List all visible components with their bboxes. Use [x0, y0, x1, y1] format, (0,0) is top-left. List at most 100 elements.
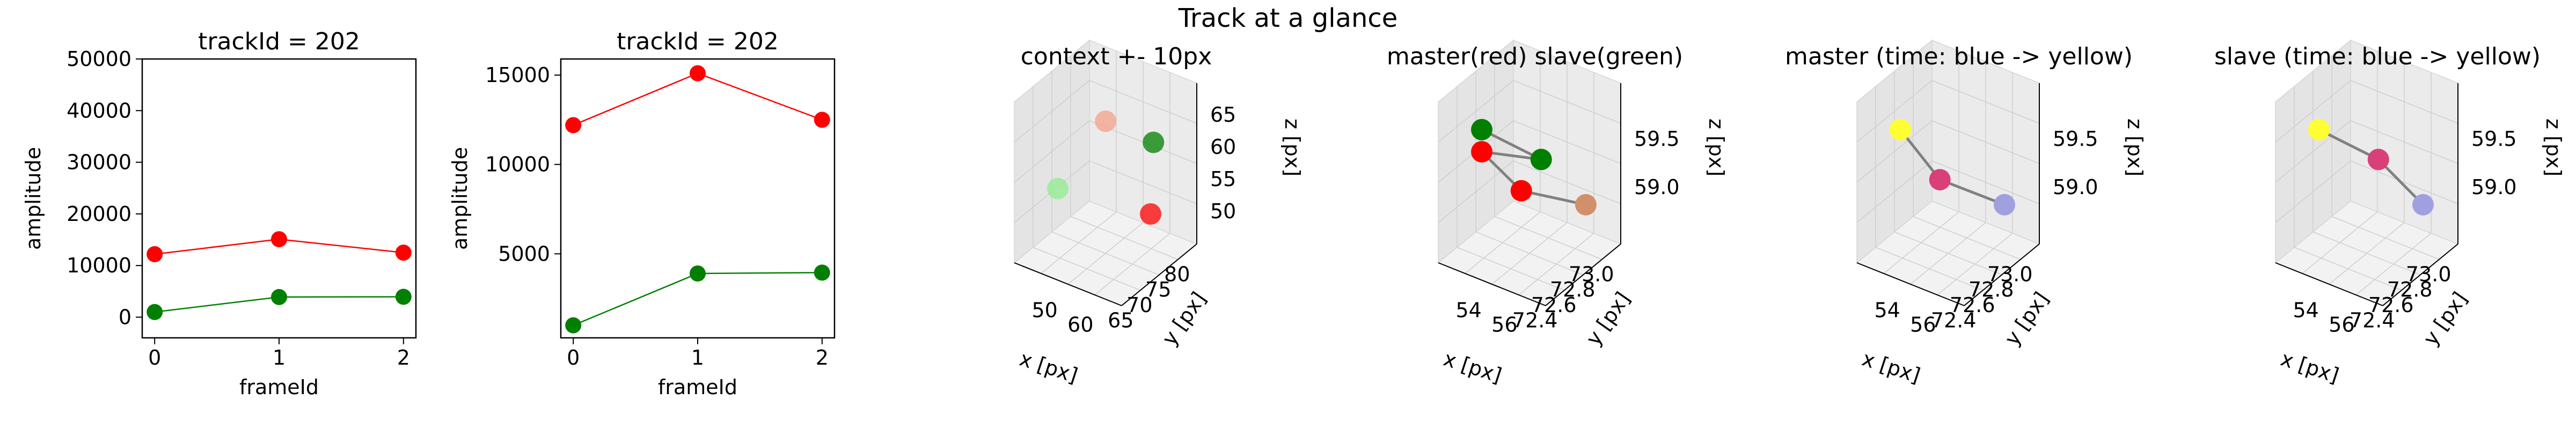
grid-line — [1014, 120, 1090, 183]
data-point — [395, 245, 412, 261]
chart-title: master (time: blue -> yellow) — [1785, 43, 2133, 70]
z-tick-label: 59.0 — [1634, 175, 1680, 199]
z-axis-label: z [px] — [1280, 119, 1304, 176]
grid-line — [1856, 80, 1933, 143]
z-tick-label: 65 — [1210, 103, 1236, 127]
y-axis-label: amplitude — [448, 147, 472, 250]
axes-frame — [560, 58, 836, 339]
y-tick-label: 72.8 — [2387, 278, 2433, 301]
y-tick-label: 72.6 — [2368, 293, 2414, 317]
axis-line — [1014, 262, 1122, 306]
x-tick-label: 56 — [1910, 313, 1936, 336]
data-point — [1047, 177, 1069, 199]
data-point — [1530, 149, 1552, 171]
axis-line — [1964, 243, 2040, 306]
grid-line — [1051, 231, 1160, 276]
grid-line — [1856, 120, 1933, 183]
y-tick-label: 40000 — [67, 99, 131, 122]
z-tick-label: 60 — [1210, 135, 1236, 159]
z-tick-label: 59.0 — [2471, 175, 2517, 199]
data-point — [814, 264, 830, 281]
z-axis-label: z [px] — [1704, 119, 1728, 176]
y-tick-label: 72.4 — [1931, 309, 1977, 332]
x-axis-label: x [px] — [1441, 347, 1505, 388]
x-tick-label: 50 — [1031, 299, 1057, 322]
y-tick-label: 70 — [1126, 293, 1152, 317]
data-point — [690, 65, 706, 82]
axis-line — [1545, 243, 1621, 306]
y-tick-label: 72.4 — [1512, 309, 1558, 332]
axis-line — [1121, 243, 1197, 306]
x-axis-label: x [px] — [1017, 347, 1081, 388]
y-tick-label: 80 — [1164, 262, 1190, 286]
data-point — [271, 289, 287, 305]
x-tick-label: 56 — [2329, 313, 2354, 336]
chart-title: trackId = 202 — [198, 28, 360, 55]
grid-line — [1438, 80, 1514, 143]
x-tick-label: 56 — [1491, 313, 1517, 336]
x-tick-label: 1 — [691, 346, 704, 369]
grid-line — [1070, 216, 1179, 260]
y-tick-label: 50000 — [67, 47, 131, 71]
y-tick-label: 72.8 — [1550, 278, 1596, 301]
data-point — [1471, 119, 1492, 140]
y-tick-label: 73.0 — [1569, 262, 1614, 286]
grid-line — [1475, 231, 1584, 276]
grid-line — [1089, 80, 1197, 124]
y-tick-label: 73.0 — [2406, 262, 2451, 286]
grid-line — [1931, 80, 2040, 124]
axis-line — [1856, 262, 1965, 306]
x-tick-label: 0 — [148, 346, 161, 369]
x-tick-label: 0 — [567, 346, 580, 369]
chart-title: context +- 10px — [1021, 43, 1212, 70]
x-axis-label: x [px] — [2278, 347, 2342, 388]
z-axis-label: z [px] — [2123, 119, 2147, 176]
z-tick-label: 59.5 — [1634, 127, 1680, 151]
grid-line — [1494, 216, 1602, 260]
y-tick-label: 30000 — [67, 151, 131, 174]
y-tick-label: 72.6 — [1531, 293, 1577, 317]
data-point — [395, 289, 412, 305]
z-tick-label: 55 — [1210, 167, 1236, 191]
x-tick-label: 54 — [2293, 299, 2318, 322]
grid-line — [1513, 80, 1621, 124]
grid-line — [2331, 216, 2440, 260]
scatter3d-chart-4: slave (time: blue -> yellow) 54 56 x [px] 72… — [2214, 39, 2565, 388]
z-tick-label: 59.5 — [2471, 127, 2517, 151]
grid-line — [2275, 120, 2351, 183]
z-tick-label: 59.0 — [2053, 175, 2098, 199]
figure-suptitle: Track at a glance — [1178, 3, 1398, 33]
y-tick-label: 72.8 — [1968, 278, 2014, 301]
y-tick-label: 65 — [1108, 309, 1133, 332]
y-tick-label: 10000 — [67, 254, 131, 277]
chart-title: master(red) slave(green) — [1387, 43, 1683, 70]
data-point — [1929, 169, 1951, 191]
y-tick-label: 72.4 — [2350, 309, 2395, 332]
y-tick-label: 10000 — [485, 153, 550, 176]
axis-line — [2275, 262, 2383, 306]
scatter3d-chart-3: master (time: blue -> yellow) 54 56 x [px] 7… — [1785, 39, 2147, 388]
x-tick-label: 54 — [1874, 299, 1900, 322]
data-point — [1095, 110, 1117, 132]
data-point — [271, 231, 287, 248]
data-point — [147, 246, 163, 262]
data-point — [565, 317, 582, 334]
grid-line — [1937, 233, 2013, 295]
x-tick-label: 60 — [1067, 313, 1093, 336]
data-point — [2367, 149, 2389, 171]
y-tick-label: 72.6 — [1950, 293, 1995, 317]
y-tick-label: 15000 — [485, 63, 550, 87]
x-axis-label: frameId — [239, 375, 319, 399]
line-chart-1: trackId = 202 0 1 2 0 10000 20000 30000 40000 500… — [21, 28, 417, 399]
x-tick-label: 1 — [273, 346, 286, 369]
data-point — [2308, 119, 2330, 140]
y-tick-label: 75 — [1145, 278, 1171, 301]
y-tick-label: 20000 — [67, 202, 131, 226]
x-axis-label: x [px] — [1860, 347, 1923, 388]
grid-line — [2355, 233, 2432, 295]
data-point — [814, 112, 830, 128]
